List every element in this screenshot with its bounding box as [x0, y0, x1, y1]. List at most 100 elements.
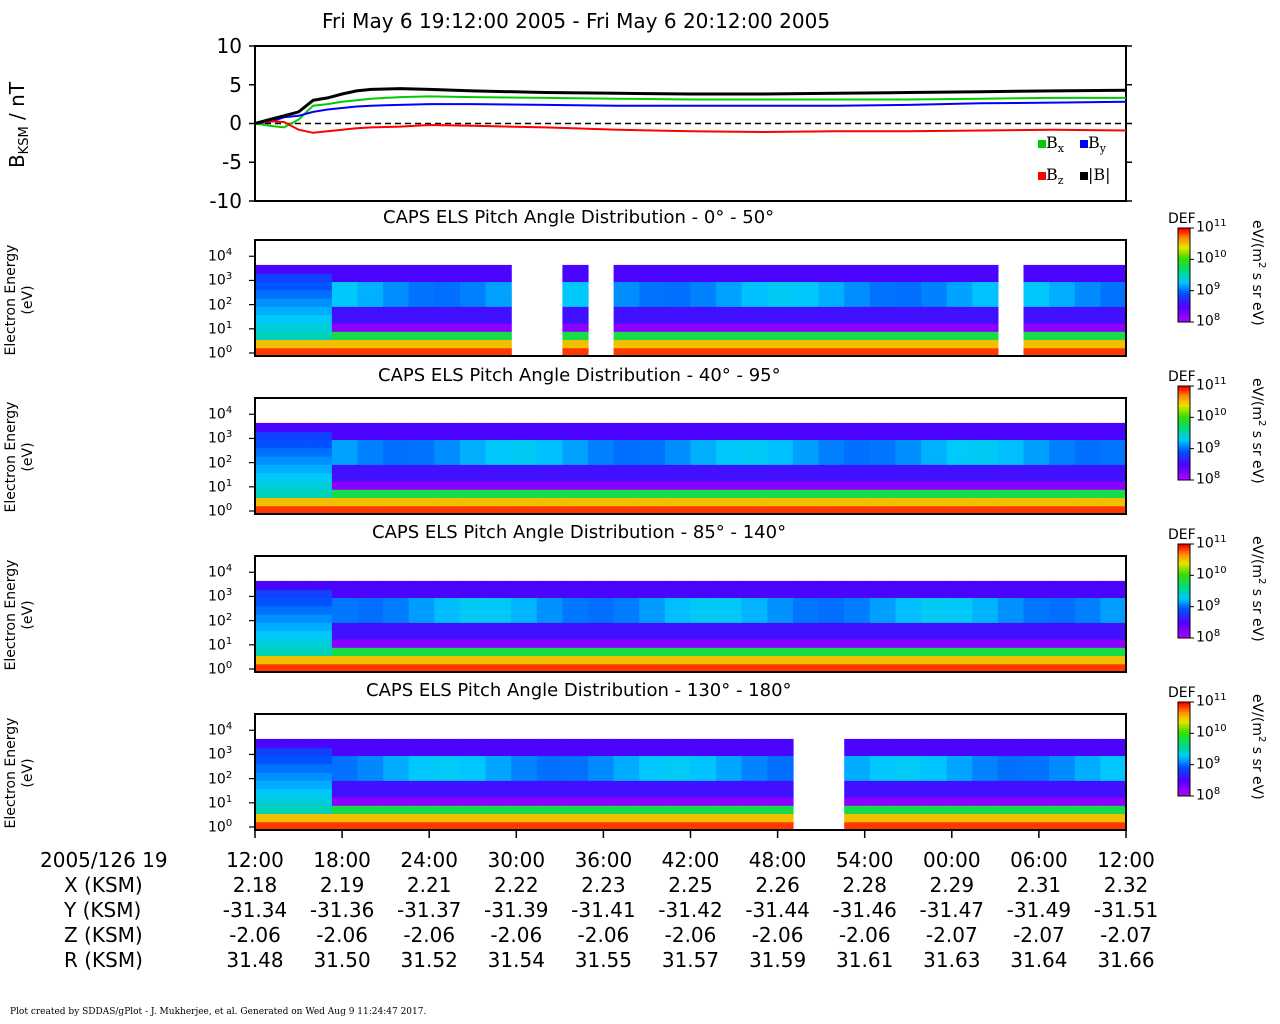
- spectrogram-4-cell: [921, 772, 948, 781]
- spectrogram-3-cell: [536, 622, 563, 632]
- spectrogram-2-cell: [690, 464, 717, 474]
- spectrogram-4-cell: [331, 747, 359, 756]
- spectrogram-3-cell: [306, 655, 333, 665]
- spectrogram-1-cell: [869, 273, 896, 282]
- spectrogram-4-cell: [869, 821, 896, 831]
- spectrogram-4-cell: [613, 772, 640, 781]
- spectrogram-1-cell: [844, 322, 871, 332]
- spectrogram-4-cell: [921, 780, 948, 790]
- spectrogram-4-cell: [434, 796, 461, 806]
- ephemeris-r-cell: 31.52: [400, 948, 458, 972]
- spectrogram-1-cell: [357, 339, 384, 349]
- spectrogram-4-cell: [408, 813, 435, 823]
- spectrogram-2-cell: [331, 439, 359, 449]
- ephemeris-z-cell: -2.06: [751, 923, 804, 947]
- spectrogram-3-cell: [1074, 638, 1101, 648]
- spectrogram-3-cell: [255, 647, 282, 656]
- spectrogram-1-cell: [383, 264, 410, 274]
- spectrogram-1-cell: [741, 347, 768, 357]
- spectrogram-3-cell: [459, 622, 487, 632]
- spectrogram-1-cell: [793, 347, 820, 357]
- spectrogram-3-cell: [613, 647, 640, 656]
- spectrogram-4-cell: [639, 747, 666, 756]
- spectrogram-3-cell: [818, 638, 845, 648]
- spectrogram-4-cell: [485, 813, 512, 823]
- spectrogram-3-cell: [972, 614, 999, 623]
- colorbar-4-segment: [1178, 711, 1190, 715]
- spectrogram-3-cell: [690, 638, 717, 648]
- spectrogram-4-cell: [1100, 763, 1127, 773]
- spectrogram-3-cell: [383, 655, 410, 665]
- spectrogram-3-cell: [997, 622, 1025, 632]
- spectrogram-4-cell: [741, 821, 768, 831]
- spectrogram-4-cell: [741, 747, 768, 756]
- spectrogram-2-cell: [895, 439, 922, 449]
- spectrogram-2-cell: [716, 489, 743, 498]
- spectrogram-1-cell: [818, 339, 845, 349]
- spectrogram-4-cell: [306, 780, 333, 790]
- ephemeris-r-cell: 31.55: [574, 948, 633, 972]
- spectrogram-2-cell: [741, 464, 768, 474]
- spectrogram-4-cell: [536, 747, 563, 756]
- spectrogram-1-cell: [408, 331, 435, 340]
- spectrogram-1-cell: [639, 331, 666, 340]
- spectrogram-4-cell: [1100, 747, 1127, 756]
- spectrogram-4-cell: [511, 755, 538, 765]
- energy-tick-label: 103: [208, 271, 233, 290]
- spectrogram-1-cell: [357, 347, 384, 357]
- spectrogram-2-cell: [408, 431, 435, 440]
- energy-tick-label: 101: [208, 477, 233, 496]
- panel-title-2: CAPS ELS Pitch Angle Distribution - 40° …: [378, 365, 781, 386]
- colorbar-1-segment: [1178, 314, 1190, 318]
- spectrogram-2-cell: [793, 447, 820, 457]
- colorbar-4-segment: [1178, 702, 1190, 705]
- spectrogram-3-cell: [1023, 622, 1050, 632]
- colorbar-label-4: DEF: [1168, 685, 1196, 701]
- energy-tick-label: 104: [208, 721, 233, 739]
- spectrogram-4-cell: [1023, 796, 1050, 806]
- spectrogram-3-cell: [357, 580, 384, 590]
- spectrogram-2-cell: [690, 456, 717, 465]
- spectrogram-3-cell: [1074, 647, 1101, 656]
- colorbar-1-segment: [1178, 256, 1190, 260]
- spectrogram-2-cell: [895, 480, 922, 490]
- spectrogram-1-cell: [664, 281, 692, 291]
- spectrogram-3-cell: [793, 630, 820, 640]
- spectrogram-4-cell: [331, 763, 359, 773]
- spectrogram-4-cell: [459, 813, 487, 823]
- ephemeris-r-cell: 31.54: [487, 948, 545, 972]
- spectrogram-3-cell: [485, 580, 512, 590]
- spectrogram-1-cell: [331, 322, 359, 332]
- spectrogram-3-cell: [588, 663, 615, 673]
- spectrogram-2-cell: [280, 456, 307, 465]
- spectrogram-2-cell: [562, 497, 589, 507]
- spectrogram-1-cell: [716, 314, 743, 324]
- spectrogram-1-cell: [383, 314, 410, 324]
- spectrogram-2-cell: [613, 497, 640, 507]
- spectrogram-4-cell: [588, 821, 615, 831]
- spectrogram-4-cell: [459, 755, 487, 765]
- spectrogram-4-cell: [588, 738, 615, 748]
- colorbar-1-segment: [1178, 258, 1190, 262]
- energy-tick-label: 100: [208, 660, 233, 678]
- spectrogram-3-cell: [280, 614, 307, 623]
- spectrogram-4-cell: [255, 738, 282, 748]
- colorbar-4-segment: [1178, 772, 1190, 776]
- spectrogram-4-cell: [255, 796, 282, 806]
- colorbar-2-segment: [1178, 468, 1190, 472]
- spectrogram-3-cell: [408, 655, 435, 665]
- spectrogram-1-cell: [357, 281, 384, 291]
- spectrogram-3-cell: [818, 614, 845, 623]
- colorbar-2-segment: [1178, 437, 1190, 441]
- spectrogram-2-cell: [946, 422, 973, 432]
- spectrogram-1-cell: [613, 281, 640, 291]
- colorbar-2-segment: [1178, 463, 1190, 467]
- colorbar-1-segment: [1178, 270, 1190, 274]
- spectrogram-3-cell: [844, 630, 871, 640]
- spectrogram-4-cell: [767, 763, 794, 773]
- ephemeris-r-cell: 31.48: [226, 948, 284, 972]
- colorbar-1-segment: [1178, 307, 1190, 311]
- spectrogram-2-cell: [946, 439, 973, 449]
- spectrogram-3-cell: [434, 597, 461, 607]
- spectrogram-3-cell: [408, 605, 435, 615]
